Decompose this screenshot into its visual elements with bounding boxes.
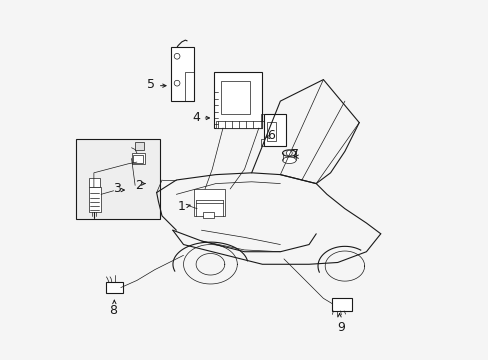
Bar [76,139,160,220]
Text: 5: 5 [147,78,155,91]
Circle shape [286,150,292,156]
Bar [221,81,249,114]
Text: 6: 6 [267,129,275,142]
Bar [88,178,100,187]
Text: 4: 4 [192,111,200,124]
Text: 8: 8 [109,305,118,318]
Ellipse shape [282,150,296,156]
Bar [131,153,145,164]
Circle shape [174,80,180,86]
Text: 7: 7 [290,148,298,161]
Bar [332,298,351,311]
Bar [203,212,214,218]
Text: 2: 2 [135,179,142,192]
Bar [264,114,285,146]
Bar [266,122,275,141]
Bar [171,47,194,101]
Bar [135,142,144,149]
Text: 9: 9 [337,320,345,333]
Text: 1: 1 [178,201,185,213]
Bar [88,187,101,212]
Bar [215,121,262,128]
Ellipse shape [282,157,296,163]
Bar [194,189,224,216]
Bar [214,72,262,128]
Bar [106,282,122,293]
Text: 3: 3 [113,183,121,195]
Circle shape [174,53,180,59]
Bar [133,155,143,163]
